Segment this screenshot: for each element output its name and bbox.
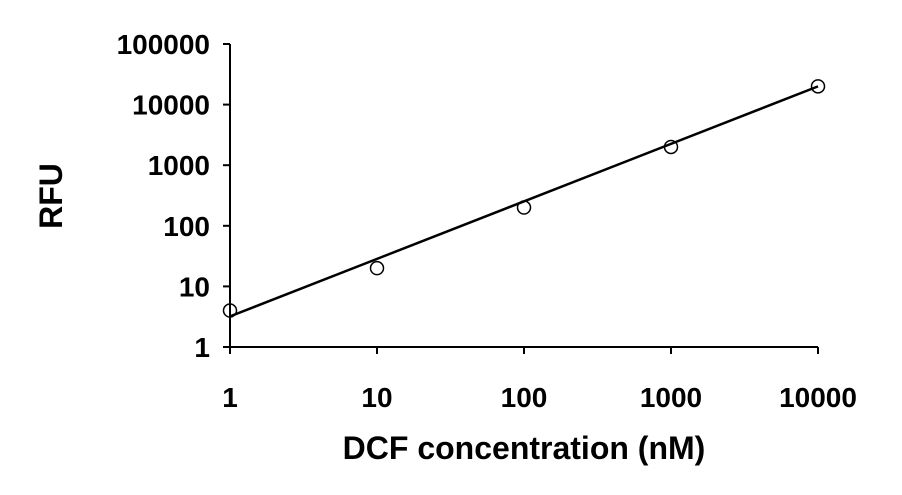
x-tick-label: 1000: [640, 382, 702, 413]
x-axis-ticks: 1 10 100 1000 10000: [222, 347, 857, 413]
y-tick-label: 100000: [117, 29, 210, 60]
x-tick-label: 10000: [779, 382, 857, 413]
axes: [229, 44, 818, 348]
y-tick-label: 1: [194, 332, 210, 363]
data-point: [222, 303, 238, 318]
data-point: [810, 79, 826, 94]
y-axis-title: RFU: [33, 163, 69, 229]
x-tick-label: 10: [361, 382, 392, 413]
y-tick-label: 10000: [132, 90, 210, 121]
data-point: [369, 260, 385, 276]
x-tick-label: 100: [501, 382, 548, 413]
x-tick-label: 1: [222, 382, 238, 413]
y-tick-label: 100: [163, 211, 210, 242]
data-points: [222, 79, 826, 318]
data-point: [516, 200, 532, 215]
data-point: [663, 139, 679, 155]
x-axis-title: DCF concentration (nM): [343, 430, 706, 466]
y-tick-label: 1000: [148, 150, 210, 181]
y-tick-label: 10: [179, 271, 210, 302]
y-axis-ticks: 1 10 100 1000 10000 100000: [117, 29, 230, 363]
